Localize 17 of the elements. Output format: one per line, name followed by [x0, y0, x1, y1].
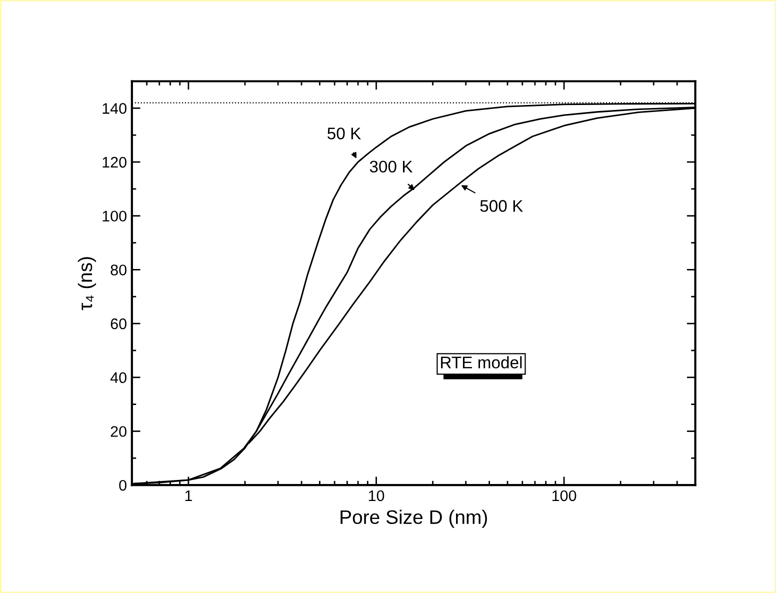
x-tick-label: 100: [552, 490, 576, 502]
y-tick-label: 140: [102, 103, 126, 114]
annotation: 500 K: [480, 200, 523, 212]
annotation: 50 K: [328, 128, 361, 140]
x-tick-label: 10: [368, 490, 384, 502]
y-tick-label: 120: [102, 156, 126, 168]
y-tick-label: 80: [110, 264, 126, 276]
x-tick-label: 1: [185, 490, 192, 502]
y-tick-label: 100: [102, 210, 126, 222]
y-tick-label: 40: [110, 372, 126, 384]
y-axis-title: τ₄ (ns): [78, 257, 96, 310]
annotation: 300 K: [370, 160, 413, 173]
y-tick-label: 60: [110, 318, 126, 330]
x-axis-title: Pore Size D (nm): [340, 510, 487, 528]
y-tick-label: 0: [119, 480, 126, 491]
y-tick-label: 20: [110, 426, 126, 437]
annotation: RTE model: [441, 356, 522, 368]
